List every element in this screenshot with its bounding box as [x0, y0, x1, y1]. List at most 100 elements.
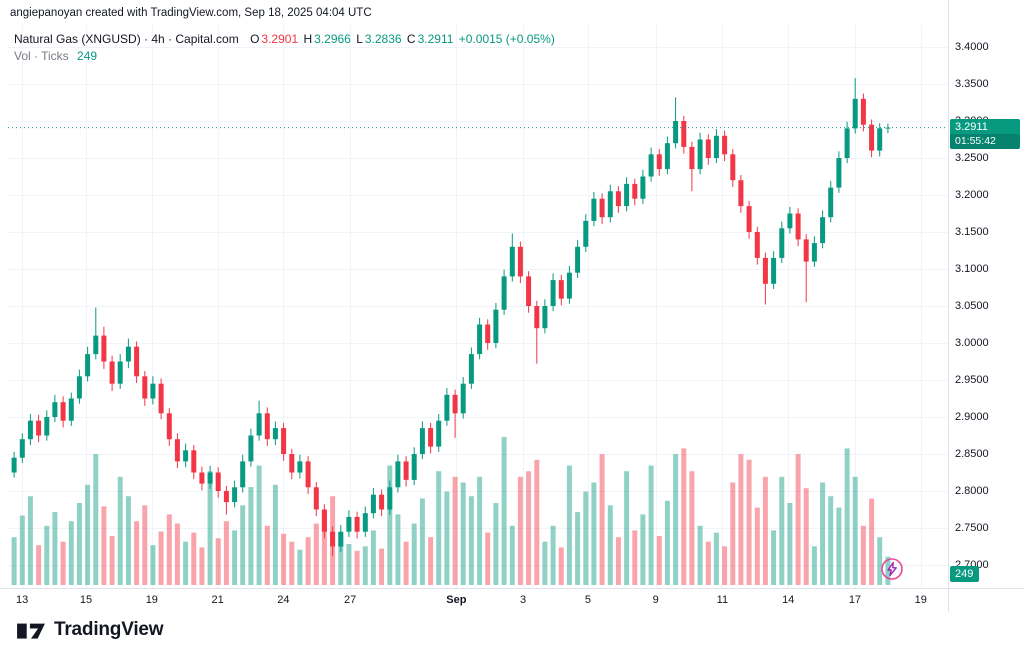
- volume-bar: [11, 537, 17, 585]
- candle-body: [615, 191, 621, 207]
- candle-body: [624, 183, 630, 207]
- price-axis-label: 3.1000: [955, 263, 989, 275]
- volume-value-badge: 249: [950, 566, 980, 582]
- volume-bar: [362, 546, 368, 585]
- candle-body: [215, 472, 221, 491]
- candle-body: [468, 354, 474, 384]
- volume-bar: [501, 437, 507, 585]
- volume-bar: [297, 549, 303, 585]
- price-axis-label: 3.2500: [955, 152, 989, 164]
- candle-body: [240, 461, 246, 488]
- volume-bar: [860, 525, 866, 585]
- candle-body: [338, 531, 344, 547]
- candle-body: [101, 335, 107, 362]
- volume-bar: [771, 530, 777, 585]
- time-axis-label: 11: [716, 594, 729, 606]
- candle-body: [248, 435, 254, 462]
- volume-bar: [289, 541, 295, 585]
- candle-body: [281, 428, 287, 454]
- volume-bar: [705, 541, 711, 585]
- volume-bar: [575, 512, 581, 585]
- volume-bar: [191, 532, 197, 585]
- candle-body: [444, 394, 450, 421]
- time-axis[interactable]: 13 15 19 21 24 27 Sep 3 5 9 11 14 17 19: [8, 594, 948, 610]
- price-axis[interactable]: 3.40003.35003.30003.25003.20003.15003.10…: [950, 0, 1024, 612]
- volume-bar: [640, 514, 646, 585]
- volume-bar: [387, 465, 393, 585]
- candle-body: [517, 246, 523, 277]
- price-axis-label: 2.8000: [955, 485, 989, 497]
- volume-legend[interactable]: Vol · Ticks 249: [14, 49, 97, 63]
- candle-body: [321, 509, 327, 532]
- candle-body: [877, 128, 883, 151]
- candle-body: [150, 383, 156, 399]
- symbol-title[interactable]: Natural Gas (XNGUSD) · 4h · Capital.com: [14, 32, 239, 46]
- volume-bar: [60, 541, 66, 585]
- candle-body: [754, 232, 760, 258]
- candle-body: [550, 280, 556, 306]
- volume-bar: [436, 471, 442, 585]
- price-axis-label: 3.3500: [955, 78, 989, 90]
- volume-bar: [607, 505, 613, 585]
- candle-body: [44, 417, 50, 436]
- volume-bar: [411, 523, 417, 585]
- volume-bar: [232, 530, 238, 585]
- candle-body: [648, 154, 654, 177]
- volume-bar: [517, 476, 523, 585]
- candle-body: [828, 187, 834, 218]
- volume-bar: [713, 532, 719, 585]
- candle-body: [460, 383, 466, 414]
- volume-bar: [566, 465, 572, 585]
- volume-bar: [583, 491, 589, 585]
- candle-body: [771, 257, 777, 284]
- volume-bar: [624, 471, 630, 585]
- time-axis-label: 17: [848, 594, 862, 606]
- close-value: 3.2911: [417, 32, 454, 46]
- candle-body: [811, 243, 817, 262]
- candle-body: [607, 191, 613, 218]
- candle-body: [362, 513, 368, 532]
- candle-body: [795, 213, 801, 240]
- volume-bar: [787, 503, 793, 585]
- candle-body: [11, 457, 17, 473]
- candle-body: [134, 346, 140, 377]
- volume-bar: [460, 482, 466, 585]
- candle-body: [762, 257, 768, 284]
- candle-body: [191, 450, 197, 473]
- price-axis-label: 2.9500: [955, 374, 989, 386]
- flash-icon: [881, 558, 903, 580]
- volume-bar: [305, 537, 311, 585]
- volume-bar: [379, 548, 385, 585]
- time-axis-label: 9: [652, 594, 659, 606]
- volume-bar: [534, 459, 540, 585]
- volume-bar: [174, 523, 180, 585]
- candle-body: [403, 461, 409, 480]
- candle-body: [60, 402, 66, 421]
- time-axis-label: 14: [782, 594, 795, 606]
- candle-body: [346, 516, 352, 532]
- volume-bar: [656, 536, 662, 585]
- candle-body: [117, 361, 123, 384]
- candle-body: [787, 213, 793, 229]
- low-label: L: [356, 32, 363, 46]
- volume-bar: [370, 530, 376, 585]
- volume-bar: [877, 537, 883, 585]
- candle-body: [836, 158, 842, 188]
- candle-body: [297, 461, 303, 473]
- candle-body: [419, 428, 425, 454]
- candle-body: [52, 402, 58, 417]
- candle-body: [387, 487, 393, 510]
- flash-icon-button[interactable]: [878, 555, 906, 583]
- candle-body: [566, 272, 572, 299]
- symbol-legend[interactable]: Natural Gas (XNGUSD) · 4h · Capital.com …: [14, 32, 557, 46]
- time-axis-label: 27: [344, 594, 357, 606]
- candle-body: [264, 413, 270, 440]
- tradingview-logo[interactable]: TradingView: [16, 617, 164, 643]
- volume-bar: [836, 507, 842, 585]
- time-axis-label: 5: [584, 594, 592, 606]
- price-axis-label: 3.0000: [955, 337, 989, 349]
- candle-body: [673, 121, 679, 144]
- candle-body: [526, 276, 532, 306]
- candle-body: [125, 346, 131, 362]
